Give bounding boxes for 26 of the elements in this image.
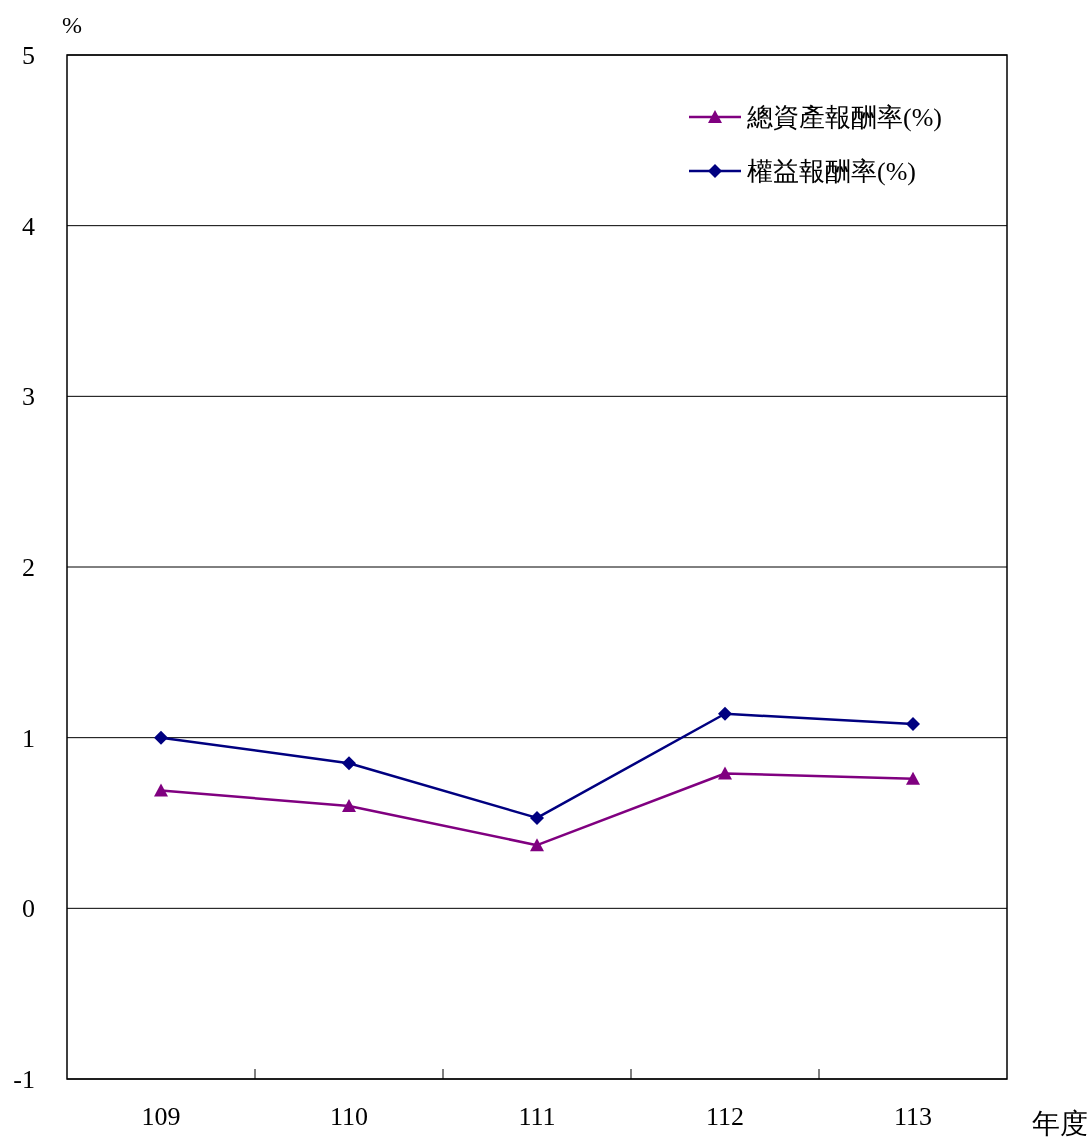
y-tick-label: -1 (13, 1065, 35, 1094)
point (906, 717, 920, 732)
y-tick-label: 4 (22, 211, 35, 241)
point (154, 730, 168, 745)
x-tick-label: 109 (141, 1102, 181, 1131)
point (342, 756, 356, 771)
point (718, 706, 732, 721)
y-tick-label: 2 (22, 553, 35, 582)
point (718, 766, 732, 780)
y-tick-label: 0 (22, 894, 35, 924)
x-tick-label: 110 (329, 1102, 369, 1131)
x-tick-label: 111 (518, 1102, 556, 1131)
y-axis-title: % (62, 12, 82, 38)
y-tick-label: 3 (22, 382, 35, 412)
y-tick-label: 1 (22, 723, 35, 753)
legend-label: 總資產報酬率(%) (746, 103, 942, 132)
y-tick-label: 5 (22, 41, 35, 70)
point (530, 838, 544, 852)
point (154, 783, 168, 797)
x-tick-label: 112 (705, 1102, 745, 1131)
point (530, 810, 544, 825)
legend-label: 權益報酬率(%) (747, 157, 916, 186)
x-axis-title: 年度 (1032, 1108, 1088, 1138)
point (342, 798, 356, 812)
point (906, 771, 920, 785)
x-tick-label: 113 (893, 1102, 933, 1131)
